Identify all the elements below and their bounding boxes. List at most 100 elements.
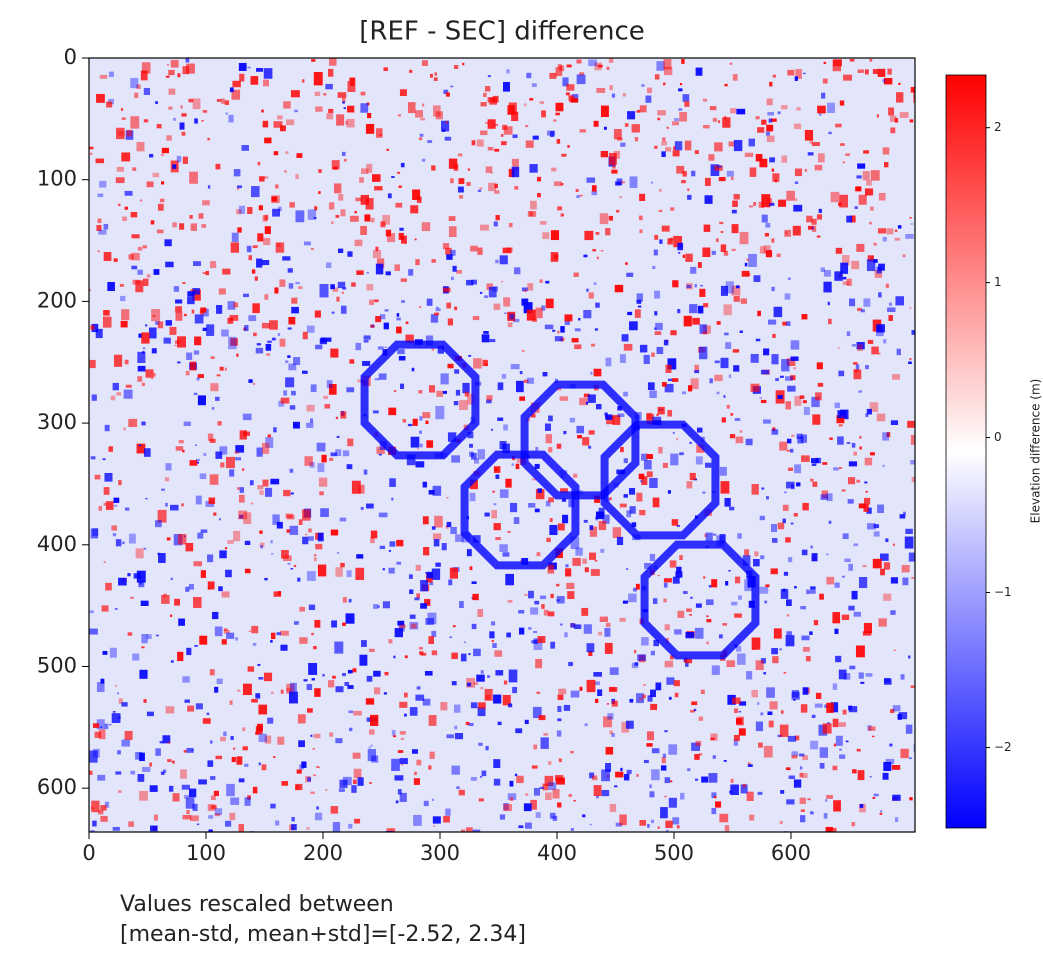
texture-speck [481, 770, 487, 777]
texture-speck [570, 828, 574, 831]
texture-speck [654, 327, 657, 330]
texture-speck [428, 765, 432, 770]
texture-speck [384, 671, 389, 676]
texture-speck [908, 361, 912, 365]
texture-speck [714, 142, 723, 152]
texture-speck [414, 771, 417, 776]
texture-speck [772, 173, 780, 182]
texture-speck [673, 146, 676, 150]
texture-speck [682, 254, 685, 258]
texture-speck [670, 453, 679, 466]
texture-speck [568, 661, 573, 667]
texture-speck [357, 777, 364, 786]
texture-speck [711, 250, 716, 255]
texture-speck [287, 268, 293, 273]
texture-speck [131, 234, 140, 239]
texture-speck [835, 735, 843, 746]
texture-speck [687, 188, 690, 192]
texture-speck [619, 503, 627, 508]
texture-speck [337, 552, 340, 554]
texture-speck [107, 282, 115, 292]
texture-speck [700, 284, 704, 287]
texture-speck [650, 650, 656, 656]
texture-speck [826, 794, 834, 799]
texture-shape [600, 420, 720, 540]
texture-speck [141, 62, 151, 74]
texture-speck [299, 606, 305, 612]
texture-speck [435, 111, 443, 120]
texture-speck [579, 194, 583, 197]
texture-speck [481, 334, 490, 343]
texture-speck [235, 457, 242, 461]
texture-speck [869, 775, 872, 778]
texture-speck [606, 703, 609, 705]
texture-speck [398, 185, 402, 188]
texture-speck [121, 117, 126, 120]
texture-speck [348, 710, 354, 714]
texture-speck [800, 815, 806, 823]
texture-speck [252, 786, 258, 794]
texture-speck [673, 680, 680, 687]
texture-speck [411, 367, 415, 372]
texture-speck [263, 672, 273, 682]
texture-speck [136, 570, 146, 583]
texture-speck [457, 186, 464, 193]
texture-speck [331, 311, 335, 314]
texture-speck [604, 415, 609, 419]
texture-speck [601, 769, 610, 782]
texture-speck [335, 686, 344, 693]
texture-speck [165, 463, 172, 471]
texture-speck [344, 681, 350, 686]
texture-speck [497, 721, 502, 726]
texture-speck [400, 737, 404, 740]
texture-speck [759, 246, 766, 254]
texture-speck [649, 784, 652, 789]
texture-speck [584, 567, 589, 573]
texture-speck [911, 577, 915, 579]
texture-speck [128, 254, 134, 260]
texture-speck [595, 795, 599, 799]
texture-speck [197, 532, 204, 539]
texture-speck [701, 776, 709, 783]
texture-speck [835, 247, 843, 254]
texture-speck [749, 814, 755, 821]
texture-speck [325, 262, 332, 269]
texture-speck [113, 504, 118, 507]
texture-speck [285, 151, 289, 154]
texture-speck [406, 454, 416, 466]
texture-speck [413, 778, 420, 785]
texture-speck [423, 800, 429, 807]
texture-speck [470, 279, 477, 285]
texture-speck [785, 767, 791, 771]
texture-speck [195, 703, 203, 710]
texture-speck [507, 599, 513, 603]
texture-speck [849, 298, 856, 307]
x-tick-label: 500 [654, 841, 694, 865]
texture-speck [178, 618, 185, 626]
texture-speck [793, 779, 802, 788]
texture-speck [440, 702, 448, 711]
texture-speck [311, 59, 316, 62]
texture-speck [238, 778, 245, 783]
texture-speck [539, 279, 543, 283]
texture-speck [731, 176, 734, 181]
texture-speck [821, 92, 826, 99]
texture-speck [403, 692, 408, 698]
texture-speck [695, 456, 703, 465]
texture-speck [155, 321, 160, 325]
texture-speck [166, 64, 170, 66]
texture-speck [212, 611, 219, 620]
texture-speck [799, 753, 805, 757]
texture-speck [833, 743, 836, 747]
texture-speck [772, 333, 776, 338]
texture-speck [691, 701, 698, 706]
texture-speck [198, 779, 207, 785]
texture-speck [157, 203, 164, 211]
texture-speck [244, 325, 249, 332]
texture-speck [779, 724, 789, 737]
texture-speck [359, 177, 364, 183]
texture-speck [315, 543, 323, 550]
texture-speck [839, 194, 848, 208]
texture-speck [479, 291, 483, 294]
texture-speck [872, 797, 876, 799]
